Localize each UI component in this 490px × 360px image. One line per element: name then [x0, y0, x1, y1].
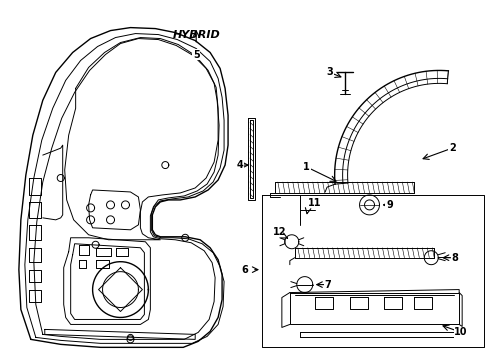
- Text: 6: 6: [242, 265, 248, 275]
- Text: 11: 11: [308, 198, 321, 208]
- Text: 9: 9: [386, 200, 393, 210]
- Text: 12: 12: [273, 227, 287, 237]
- Text: 10: 10: [454, 327, 468, 337]
- Text: 4: 4: [237, 160, 244, 170]
- Text: 5: 5: [193, 50, 199, 60]
- Text: 2: 2: [449, 143, 456, 153]
- Text: HYBRID: HYBRID: [172, 30, 220, 40]
- Text: 8: 8: [452, 253, 459, 263]
- Text: 7: 7: [324, 280, 331, 289]
- Text: 3: 3: [326, 67, 333, 77]
- Text: 1: 1: [303, 162, 310, 172]
